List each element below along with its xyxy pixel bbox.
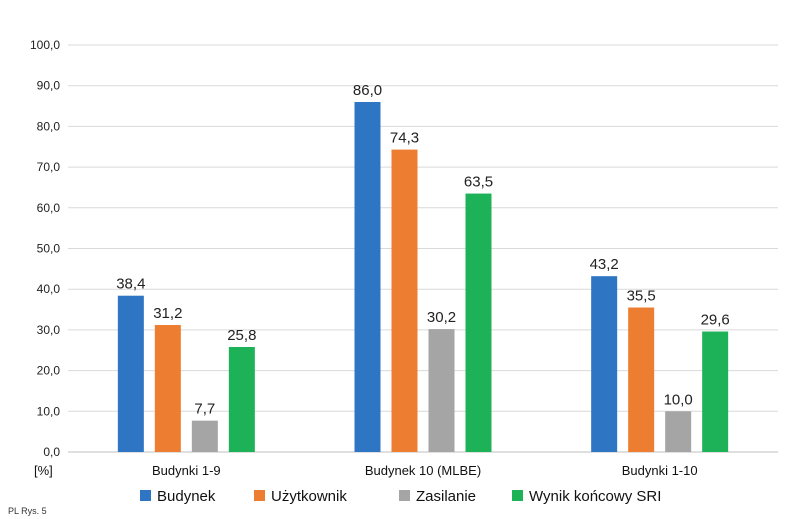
y-tick-label: 90,0 bbox=[37, 79, 61, 93]
bar bbox=[428, 329, 455, 452]
y-tick-label: 10,0 bbox=[37, 404, 61, 418]
data-label: 63,5 bbox=[464, 174, 493, 191]
bar bbox=[354, 101, 381, 452]
bar bbox=[391, 149, 418, 452]
bars: 38,4 31,2 7,7 25,8 86,0 74,3 30,2 63,5 43,2 35,5 1… bbox=[116, 82, 730, 452]
data-label: 7,7 bbox=[194, 401, 215, 418]
footer-note: PL Rys. 5 bbox=[8, 506, 47, 516]
category-label: Budynki 1-10 bbox=[622, 463, 698, 478]
data-label: 38,4 bbox=[116, 276, 145, 293]
bar bbox=[117, 295, 144, 452]
y-tick-label: 40,0 bbox=[37, 282, 61, 296]
data-label: 30,2 bbox=[427, 309, 456, 326]
y-tick-label: 20,0 bbox=[37, 364, 61, 378]
legend: Budynek Użytkownik Zasilanie Wynik końcowy … bbox=[140, 488, 661, 505]
y-tick-label: 100,0 bbox=[30, 38, 60, 52]
y-tick-label: 80,0 bbox=[37, 119, 61, 133]
legend-label: Wynik końcowy SRI bbox=[529, 488, 661, 505]
y-tick-label: 60,0 bbox=[37, 201, 61, 215]
x-axis-category-labels: Budynki 1-9 Budynek 10 (MLBE) Budynki 1-10 bbox=[152, 463, 698, 478]
y-tick-label: 70,0 bbox=[37, 160, 61, 174]
data-label: 43,2 bbox=[590, 256, 619, 273]
legend-swatch bbox=[140, 490, 151, 501]
data-label: 29,6 bbox=[701, 312, 730, 329]
legend-label: Budynek bbox=[157, 488, 216, 505]
bar bbox=[154, 325, 181, 452]
y-tick-label: 50,0 bbox=[37, 242, 61, 256]
legend-swatch bbox=[254, 490, 265, 501]
y-tick-label: 0,0 bbox=[43, 445, 60, 459]
data-label: 86,0 bbox=[353, 82, 382, 99]
data-label: 10,0 bbox=[664, 391, 693, 408]
legend-swatch bbox=[512, 490, 523, 501]
bar bbox=[665, 411, 692, 452]
gridlines bbox=[68, 44, 778, 453]
y-tick-label: 30,0 bbox=[37, 323, 61, 337]
bar bbox=[465, 193, 492, 452]
legend-label: Zasilanie bbox=[416, 488, 476, 505]
bar bbox=[191, 420, 218, 452]
data-label: 35,5 bbox=[627, 288, 656, 305]
legend-swatch bbox=[399, 490, 410, 501]
bar bbox=[228, 346, 255, 452]
bar bbox=[628, 307, 655, 452]
y-axis-tick-labels: 0,0 10,0 20,0 30,0 40,0 50,0 60,0 70,0 80,0 90,0 1… bbox=[30, 38, 60, 459]
bar bbox=[702, 331, 729, 452]
data-label: 25,8 bbox=[227, 327, 256, 344]
legend-label: Użytkownik bbox=[271, 488, 347, 505]
category-label: Budynki 1-9 bbox=[152, 463, 221, 478]
category-label: Budynek 10 (MLBE) bbox=[365, 463, 481, 478]
bar bbox=[591, 276, 618, 452]
data-label: 74,3 bbox=[390, 130, 419, 147]
data-label: 31,2 bbox=[153, 305, 182, 322]
y-unit-label: [%] bbox=[34, 463, 53, 478]
